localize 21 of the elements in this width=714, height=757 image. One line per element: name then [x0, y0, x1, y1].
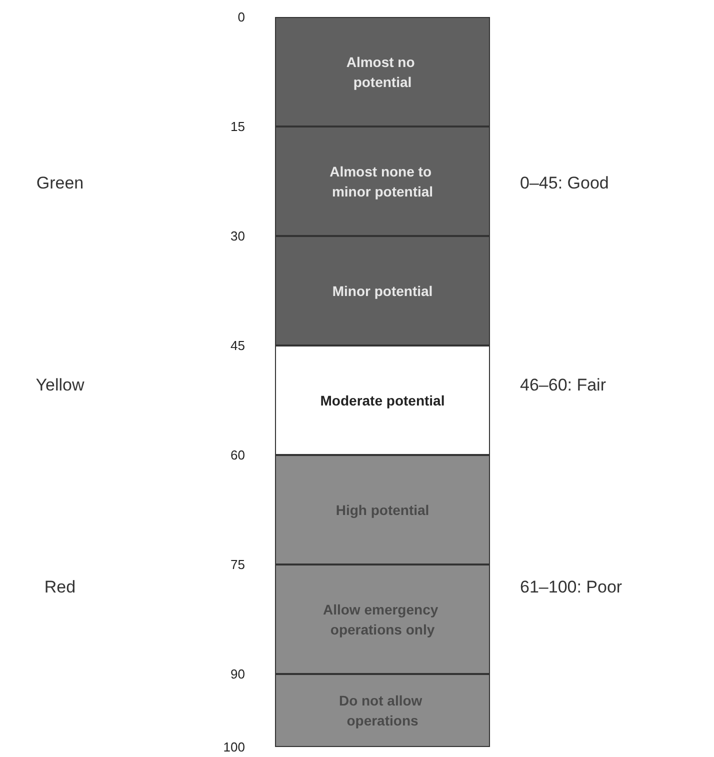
- text: 46–60: Fair: [520, 376, 606, 394]
- text: Yellow: [36, 376, 85, 394]
- y-tick-label: 15: [230, 119, 245, 134]
- text: 61–100: Poor: [520, 578, 622, 596]
- y-tick-label: 100: [223, 740, 245, 754]
- series-label: Almost no potential: [346, 54, 419, 90]
- series-label: High potential: [336, 502, 430, 518]
- y-tick-label: 0: [238, 10, 245, 24]
- text: Green: [36, 174, 84, 192]
- text: 0–45: Good: [520, 174, 609, 192]
- y-tick-label: 30: [230, 228, 245, 244]
- series-label: Allow emergency operations only: [322, 601, 442, 638]
- y-tick-label: 60: [230, 448, 245, 462]
- text: Red: [44, 578, 76, 596]
- y-tick-label: 75: [230, 557, 245, 572]
- series-label: Almost none to minor potential: [330, 163, 436, 200]
- y-tick-label: 45: [230, 338, 245, 353]
- y-tick-label: 90: [230, 666, 245, 682]
- series-label: Minor potential: [332, 282, 433, 299]
- series-label: Do not allow operations: [338, 692, 426, 728]
- series-label: Moderate potential: [320, 392, 445, 408]
